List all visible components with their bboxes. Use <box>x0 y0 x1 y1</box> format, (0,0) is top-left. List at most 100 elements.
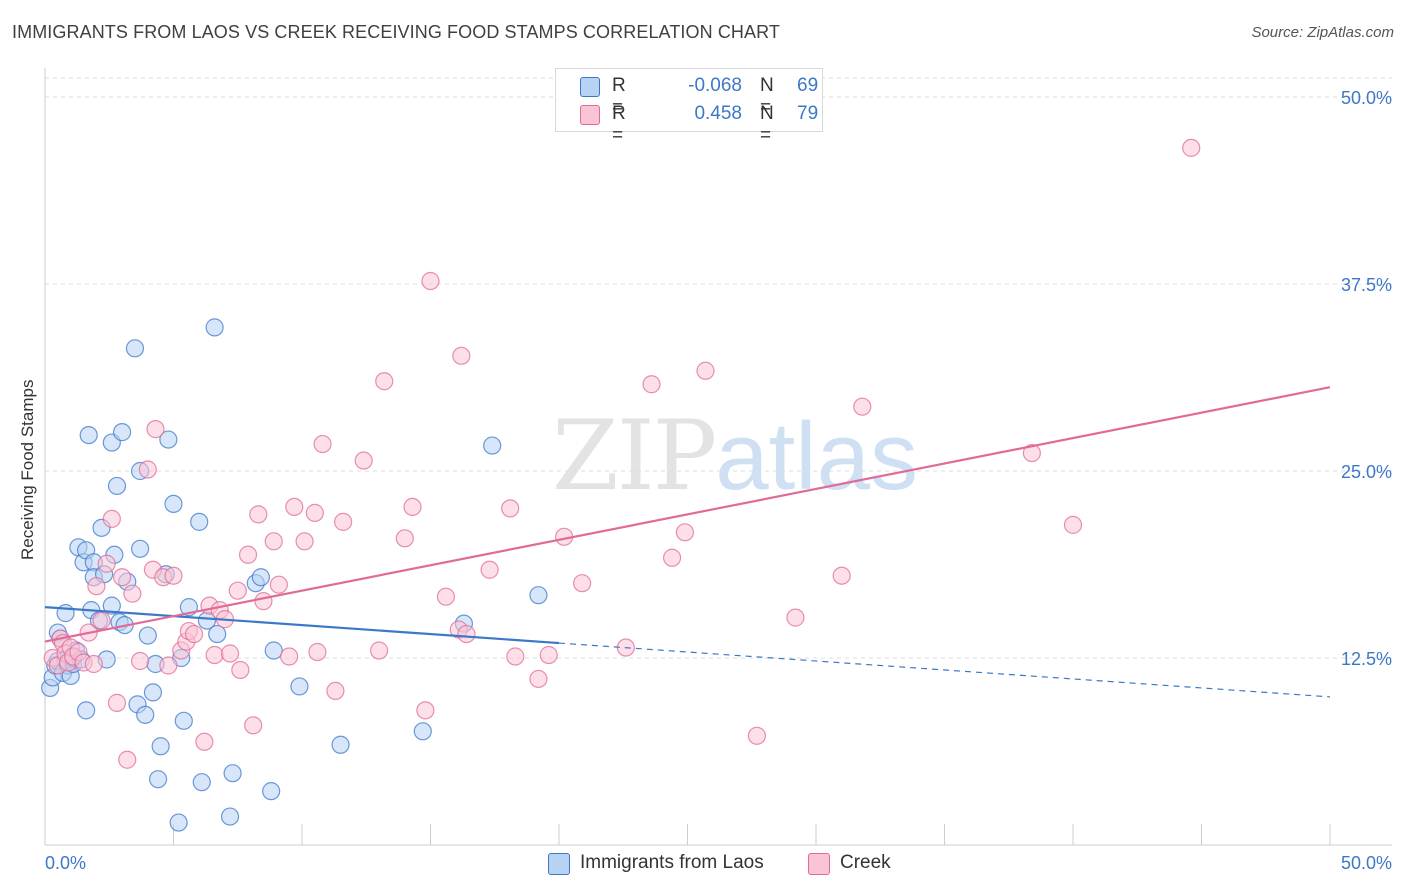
y-axis-label: Receiving Food Stamps <box>18 379 37 560</box>
data-point-creek <box>403 497 422 517</box>
data-point-creek <box>436 587 456 606</box>
data-point-creek <box>662 548 682 567</box>
data-point-creek <box>308 642 327 662</box>
data-point-laos <box>102 596 121 615</box>
data-point-laos <box>112 423 132 442</box>
data-point-laos <box>107 476 127 496</box>
data-point-creek <box>747 726 766 745</box>
data-point-creek <box>529 669 548 689</box>
data-point-creek <box>642 375 661 394</box>
x-tick-label: 50.0% <box>1341 853 1392 873</box>
watermark-zip: ZIP <box>552 400 717 512</box>
legend-n-value: 69 <box>797 75 819 96</box>
data-point-laos <box>190 512 209 531</box>
y-tick-label: 37.5% <box>1341 275 1392 295</box>
data-point-creek <box>285 497 304 517</box>
data-point-creek <box>138 460 157 479</box>
data-point-creek <box>92 611 111 630</box>
data-point-creek <box>205 645 224 665</box>
data-point-creek <box>118 750 137 769</box>
data-point-creek <box>123 584 142 603</box>
legend-item-laos[interactable]: Immigrants from Laos <box>548 852 778 878</box>
data-point-creek <box>452 346 471 365</box>
data-point-laos <box>483 436 502 455</box>
data-point-laos <box>151 737 170 756</box>
data-point-creek <box>395 529 414 548</box>
data-point-laos <box>136 705 155 724</box>
data-point-laos <box>174 711 193 730</box>
data-point-creek <box>269 575 288 594</box>
data-point-laos <box>138 626 157 645</box>
data-point-creek <box>244 716 263 735</box>
data-point-creek <box>326 681 345 701</box>
data-point-creek <box>334 512 353 531</box>
y-tick-label: 25.0% <box>1341 462 1392 482</box>
data-point-creek <box>184 624 204 644</box>
chart-title: IMMIGRANTS FROM LAOS VS CREEK RECEIVING … <box>12 22 780 42</box>
data-point-laos <box>208 624 227 644</box>
legend-r-label: R = <box>612 75 626 118</box>
legend-item-creek[interactable]: Creek <box>808 852 908 878</box>
data-point-creek <box>1182 138 1201 157</box>
data-point-creek <box>238 545 258 564</box>
data-point-creek <box>853 397 872 416</box>
data-point-creek <box>164 566 183 585</box>
data-point-laos <box>223 764 242 783</box>
x-tick-label: 0.0% <box>45 853 86 873</box>
data-point-creek <box>280 647 299 666</box>
y-tick-label: 12.5% <box>1341 649 1392 669</box>
data-point-creek <box>421 271 440 291</box>
legend-box: R = -0.068 N = 69 R = 0.458 N = 79 <box>555 68 823 146</box>
data-point-creek <box>832 566 851 585</box>
data-point-creek <box>84 654 103 674</box>
data-point-creek <box>231 660 250 680</box>
data-point-creek <box>573 574 592 593</box>
legend-swatch-creek <box>580 105 600 125</box>
trend-line-creek <box>44 386 1331 643</box>
data-point-laos <box>529 586 548 605</box>
legend-swatch-creek <box>808 853 830 875</box>
data-point-laos <box>290 677 309 696</box>
data-point-creek <box>1063 515 1083 534</box>
data-point-creek <box>97 554 116 573</box>
data-point-laos <box>143 683 163 702</box>
data-point-laos <box>262 782 281 801</box>
y-tick-label: 50.0% <box>1341 88 1392 108</box>
data-point-creek <box>107 693 127 712</box>
data-point-laos <box>220 807 240 826</box>
data-point-creek <box>457 624 476 644</box>
data-point-laos <box>125 339 145 358</box>
data-point-creek <box>1022 443 1041 463</box>
legend-label-creek: Creek <box>840 852 891 873</box>
data-point-laos <box>205 318 224 337</box>
legend-swatch-laos <box>580 77 600 97</box>
data-point-laos <box>413 722 432 741</box>
data-point-laos <box>159 430 178 449</box>
data-point-laos <box>77 701 96 720</box>
data-point-laos <box>79 425 98 445</box>
data-point-creek <box>313 434 332 454</box>
legend-n-value: 79 <box>797 103 819 124</box>
data-point-creek <box>228 581 247 600</box>
data-point-laos <box>130 539 150 558</box>
data-point-laos <box>331 735 350 754</box>
data-point-creek <box>102 509 121 528</box>
data-point-creek <box>130 651 150 671</box>
data-point-creek <box>506 647 525 666</box>
data-point-creek <box>112 568 132 587</box>
data-point-creek <box>254 592 273 611</box>
legend-r-label: R = <box>612 103 626 146</box>
data-point-creek <box>370 641 389 660</box>
data-point-creek <box>416 701 435 720</box>
trend-line-laos <box>44 606 560 645</box>
data-point-creek <box>249 505 268 524</box>
data-point-creek <box>696 361 715 380</box>
watermark-atlas: atlas <box>715 403 918 510</box>
legend-n-label: N = <box>760 75 774 118</box>
data-point-creek <box>675 523 695 542</box>
data-point-laos <box>192 773 211 792</box>
legend-r-value: -0.068 <box>688 75 742 96</box>
data-point-creek <box>220 644 240 663</box>
legend-n-label: N = <box>760 103 774 146</box>
